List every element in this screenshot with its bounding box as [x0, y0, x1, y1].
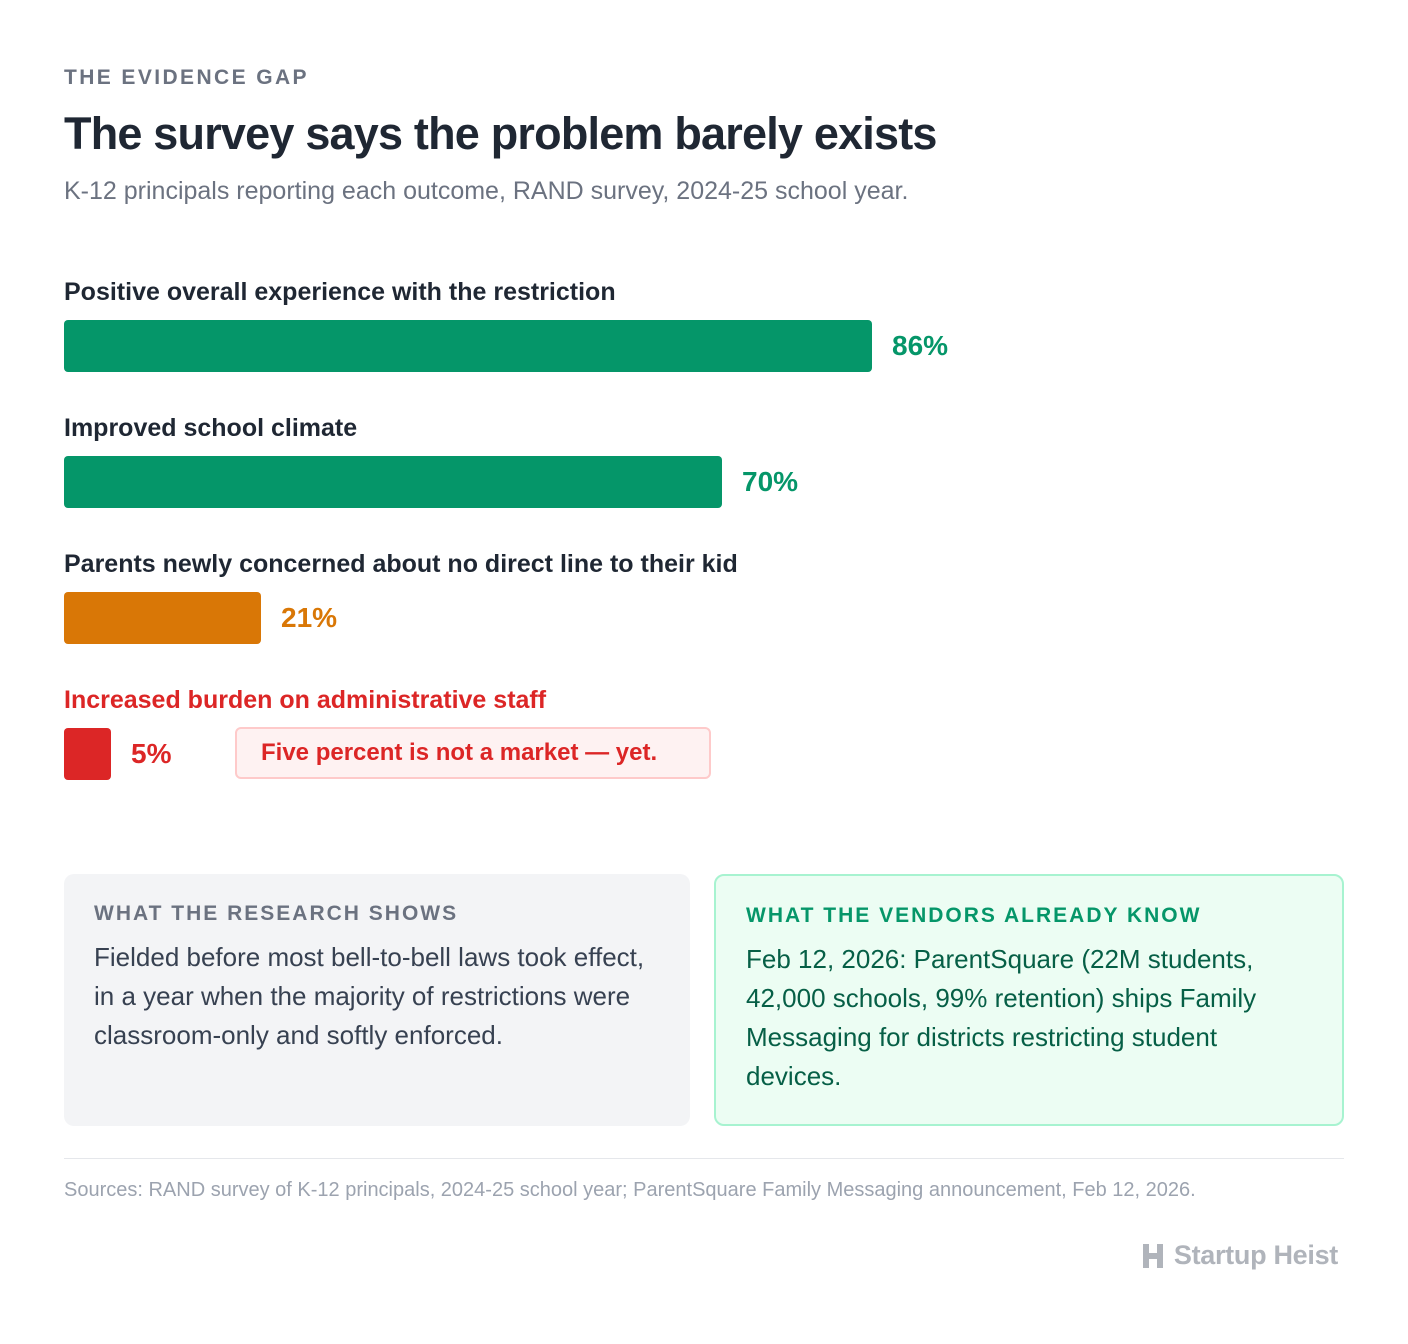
research-panel: WHAT THE RESEARCH SHOWS Fielded before m… — [64, 874, 690, 1126]
category-label: Parents newly concerned about no direct … — [64, 550, 738, 578]
bar — [64, 320, 872, 372]
chart-row: Positive overall experience with the res… — [64, 270, 1344, 390]
sources-note: Sources: RAND survey of K-12 principals,… — [64, 1179, 1196, 1201]
annotation-callout: Five percent is not a market — yet. — [235, 727, 711, 779]
chart-row: Improved school climate 70% — [64, 406, 1344, 526]
vendors-panel-body: Feb 12, 2026: ParentSquare (22M students… — [746, 944, 1257, 1091]
research-panel-heading: WHAT THE RESEARCH SHOWS — [94, 902, 459, 925]
value-label: 21% — [281, 602, 338, 633]
page-title: The survey says the problem barely exist… — [64, 108, 937, 159]
h-logo-icon — [1142, 1243, 1163, 1268]
bar-chart: Positive overall experience with the res… — [64, 270, 1344, 810]
category-label: Improved school climate — [64, 414, 358, 442]
bar — [64, 456, 722, 508]
research-panel-body: Fielded before most bell-to-bell laws to… — [94, 942, 645, 1050]
vendors-panel-heading: WHAT THE VENDORS ALREADY KNOW — [746, 904, 1202, 927]
category-label: Positive overall experience with the res… — [64, 278, 616, 306]
vendors-panel: WHAT THE VENDORS ALREADY KNOW Feb 12, 20… — [714, 874, 1344, 1126]
value-label: 86% — [892, 330, 949, 361]
eyebrow: THE EVIDENCE GAP — [64, 66, 309, 89]
chart-row: Increased burden on administrative staff… — [64, 678, 1344, 798]
bar — [64, 592, 261, 644]
category-label: Increased burden on administrative staff — [64, 686, 547, 714]
footer-divider — [64, 1158, 1344, 1159]
page-subtitle: K-12 principals reporting each outcome, … — [64, 177, 909, 205]
value-label: 5% — [131, 738, 172, 769]
bar — [64, 728, 111, 780]
chart-row: Parents newly concerned about no direct … — [64, 542, 1344, 662]
value-label: 70% — [742, 466, 799, 497]
brand-logo: Startup Heist — [1140, 1240, 1338, 1271]
brand-name: Startup Heist — [1173, 1240, 1338, 1270]
